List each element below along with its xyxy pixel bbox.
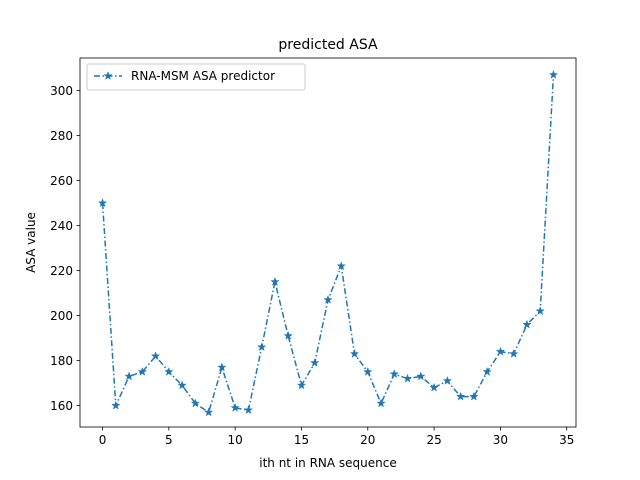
data-point [217,362,227,372]
data-point [482,366,492,376]
data-point [522,319,532,329]
data-point [376,398,386,408]
data-point [203,407,214,417]
legend-entry-label: RNA-MSM ASA predictor [131,69,275,83]
chart-title: predicted ASA [278,37,378,53]
data-point [363,366,373,376]
x-tick-label: 25 [426,433,441,447]
y-tick-label: 200 [50,309,73,323]
plot-area [97,69,559,417]
data-point [442,375,453,385]
data-point [402,373,413,383]
data-point [190,398,201,408]
y-tick-label: 180 [50,354,73,368]
y-tick-label: 280 [50,129,73,143]
data-point [336,261,346,271]
y-tick-label: 300 [50,84,73,98]
data-point [508,348,519,358]
data-point [310,357,320,367]
data-point [97,198,108,208]
data-point [323,294,333,304]
axes-frame [79,57,577,428]
y-tick-label: 220 [50,264,73,278]
data-point [243,405,254,415]
y-axis: 160 180 200 220 240 260 280 300 [50,84,80,413]
legend-star-marker [103,71,113,81]
y-tick-label: 240 [50,219,73,233]
data-point [349,348,360,358]
y-axis-label: ASA value [24,212,38,273]
data-point [469,391,479,401]
legend-box [86,63,306,91]
data-point [495,346,506,356]
data-point [137,366,148,376]
x-tick-label: 15 [294,433,309,447]
data-point [455,391,466,401]
y-tick-label: 160 [50,399,73,413]
data-point [283,330,293,340]
data-point [177,380,187,390]
data-point [164,366,174,376]
data-point [124,371,134,381]
x-axis: 0 5 10 15 20 25 30 35 [99,427,574,447]
data-point [150,351,161,361]
x-tick-label: 5 [165,433,173,447]
data-point [548,69,559,79]
x-tick-label: 35 [559,433,574,447]
x-tick-label: 0 [99,433,107,447]
data-point [535,306,545,316]
data-point [111,400,121,410]
data-point [230,402,240,412]
x-tick-label: 30 [493,433,508,447]
x-axis-label: ith nt in RNA sequence [259,456,397,470]
data-point [429,382,439,392]
legend: RNA-MSM ASA predictor [86,63,306,91]
y-tick-label: 260 [50,174,73,188]
data-point [389,369,400,379]
data-point [416,371,426,381]
x-tick-label: 20 [360,433,375,447]
data-point [270,276,280,286]
data-point [296,380,307,390]
data-point [256,342,267,352]
x-tick-label: 10 [228,433,243,447]
